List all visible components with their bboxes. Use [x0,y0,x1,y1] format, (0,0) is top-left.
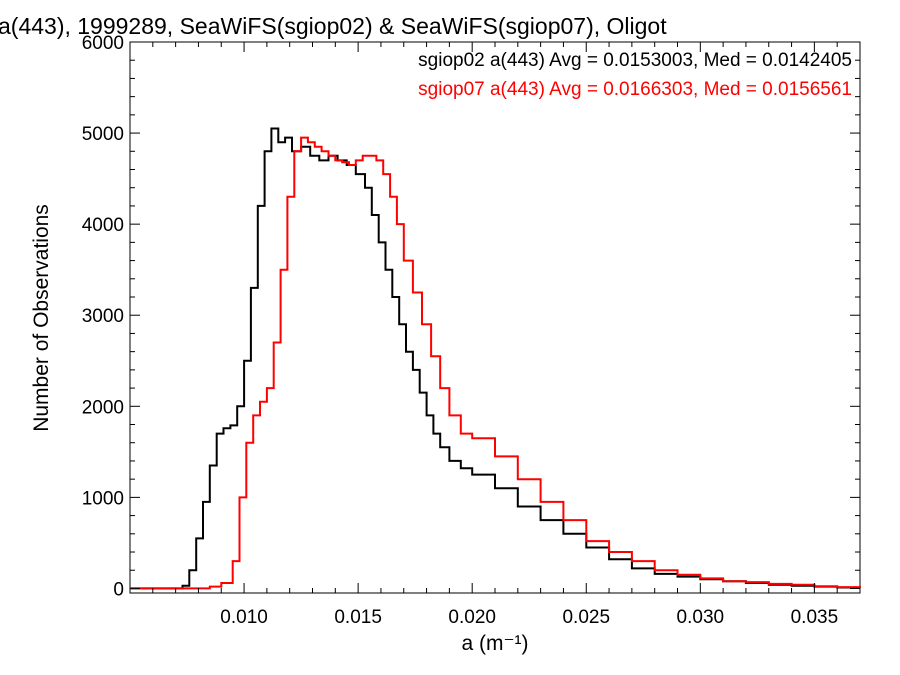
y-tick-label: 3000 [82,306,124,327]
x-tick-label: 0.020 [448,607,496,628]
x-tick-label: 0.025 [562,607,610,628]
legend-entry-sgiop07: sgiop07 a(443) Avg = 0.0166303, Med = 0.… [418,79,852,100]
y-tick-label: 2000 [82,397,124,418]
y-axis-label: Number of Observations [30,204,53,432]
y-tick-label: 0 [113,579,124,600]
x-tick-label: 0.030 [677,607,725,628]
series-line-sgiop07 [130,136,861,590]
x-axis-ticks: 0.010 0.015 0.020 0.025 0.030 0.035 [152,42,839,628]
x-tick-label: 0.035 [791,607,839,628]
plot-area: 0.010 0.015 0.020 0.025 0.030 0.035 0 1000 2000… [82,33,861,628]
y-axis-ticks: 0 1000 2000 3000 4000 5000 6000 [82,33,860,600]
x-axis-label: a (m⁻¹) [461,632,528,655]
y-tick-label: 6000 [82,33,124,54]
y-tick-label: 1000 [82,488,124,509]
x-tick-label: 0.010 [220,607,268,628]
chart-title: a(443), 1999289, SeaWiFS(sgiop02) & SeaW… [0,13,667,39]
legend-entry-sgiop02: sgiop02 a(443) Avg = 0.0153003, Med = 0.… [418,50,852,71]
x-tick-label: 0.015 [334,607,382,628]
series-layer [130,127,861,590]
y-tick-label: 5000 [82,124,124,145]
y-tick-label: 4000 [82,215,124,236]
